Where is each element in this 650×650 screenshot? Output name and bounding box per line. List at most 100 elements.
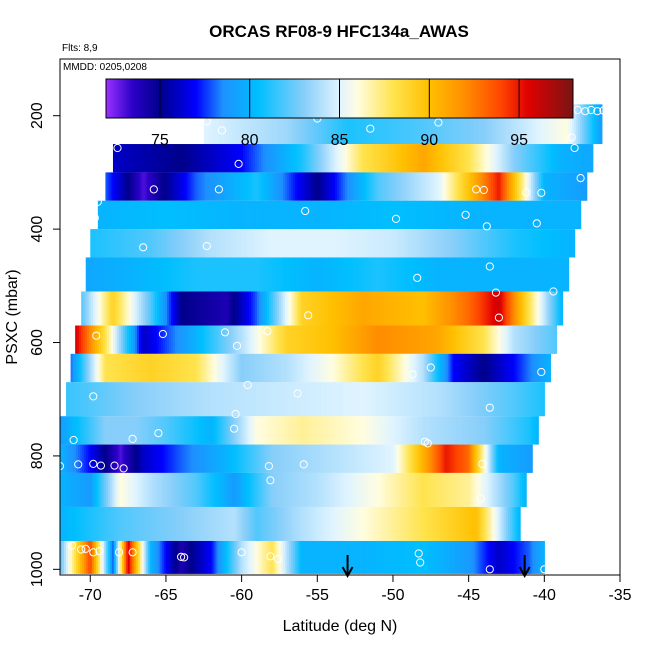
heatmap-cell bbox=[412, 172, 416, 201]
heatmap-cell bbox=[450, 172, 454, 201]
heatmap-cell bbox=[322, 472, 326, 507]
heatmap-cell bbox=[315, 172, 318, 201]
heatmap-cell bbox=[394, 444, 398, 473]
heatmap-cell bbox=[185, 291, 188, 326]
heatmap-cell bbox=[308, 325, 312, 354]
heatmap-cell bbox=[574, 200, 578, 230]
heatmap-cell bbox=[400, 257, 404, 292]
heatmap-cell bbox=[329, 104, 332, 145]
sample-point bbox=[599, 106, 608, 115]
heatmap-cell bbox=[176, 325, 180, 354]
heatmap-cell bbox=[151, 416, 155, 445]
heatmap-cell bbox=[376, 472, 380, 507]
heatmap-cell bbox=[383, 200, 386, 230]
heatmap-cell bbox=[227, 472, 230, 507]
heatmap-cell bbox=[428, 416, 432, 445]
heatmap-cell bbox=[118, 353, 122, 383]
heatmap-cell bbox=[478, 257, 482, 292]
heatmap-cell bbox=[460, 325, 464, 354]
heatmap-cell bbox=[518, 540, 521, 574]
heatmap-cell bbox=[390, 172, 394, 201]
heatmap-cell bbox=[207, 540, 211, 574]
heatmap-cell bbox=[540, 325, 544, 354]
heatmap-cell bbox=[145, 416, 149, 445]
heatmap-cell bbox=[286, 144, 290, 173]
heatmap-cell bbox=[233, 200, 237, 230]
heatmap-cell bbox=[456, 416, 460, 445]
heatmap-cell bbox=[65, 444, 69, 473]
heatmap-cell bbox=[169, 325, 172, 354]
heatmap-cell bbox=[131, 172, 134, 201]
heatmap-cell bbox=[305, 416, 308, 445]
heatmap-cell bbox=[135, 382, 139, 417]
heatmap-cell bbox=[400, 444, 404, 473]
sample-point bbox=[366, 124, 375, 133]
heatmap-cell bbox=[388, 172, 392, 201]
heatmap-cell bbox=[194, 144, 198, 173]
heatmap-cell bbox=[404, 257, 408, 292]
heatmap-cell bbox=[188, 325, 192, 354]
heatmap-cell bbox=[219, 506, 222, 541]
heatmap-cell bbox=[176, 144, 180, 173]
heatmap-cell bbox=[270, 144, 274, 173]
heatmap-cell bbox=[422, 540, 426, 574]
heatmap-cell bbox=[196, 353, 200, 383]
heatmap-cell bbox=[502, 104, 505, 145]
heatmap-cell bbox=[530, 229, 534, 258]
heatmap-cell bbox=[488, 444, 491, 473]
heatmap-cell bbox=[351, 229, 354, 258]
heatmap-cell bbox=[139, 172, 142, 201]
heatmap-cell bbox=[147, 506, 151, 541]
heatmap-cell bbox=[309, 382, 312, 417]
heatmap-cell bbox=[291, 540, 294, 574]
heatmap-cell bbox=[157, 200, 161, 230]
heatmap-cell bbox=[454, 444, 458, 473]
heatmap-cell bbox=[137, 540, 141, 574]
heatmap-cell bbox=[287, 540, 290, 574]
heatmap-cell bbox=[478, 291, 482, 326]
heatmap-cell bbox=[362, 472, 366, 507]
heatmap-cell bbox=[308, 353, 312, 383]
y-tick-label: 800 bbox=[29, 442, 46, 469]
heatmap-cell bbox=[578, 172, 582, 201]
heatmap-cell bbox=[350, 291, 354, 326]
heatmap-cell bbox=[526, 200, 530, 230]
heatmap-cell bbox=[259, 172, 262, 201]
heatmap-cell bbox=[199, 540, 203, 574]
heatmap-cell bbox=[101, 257, 105, 292]
heatmap-cell bbox=[105, 325, 108, 354]
heatmap-cell bbox=[426, 291, 430, 326]
heatmap-cell bbox=[67, 416, 71, 445]
sample-point bbox=[128, 548, 137, 557]
heatmap-cell bbox=[240, 325, 244, 354]
heatmap-cell bbox=[508, 200, 512, 230]
heatmap-cell bbox=[259, 540, 262, 574]
heatmap-cell bbox=[520, 200, 524, 230]
heatmap-cell bbox=[85, 540, 89, 574]
heatmap-cell bbox=[524, 444, 527, 473]
heatmap-cell bbox=[466, 291, 470, 326]
heatmap-cell bbox=[299, 444, 302, 473]
heatmap-cell bbox=[356, 540, 360, 574]
heatmap-cell bbox=[330, 472, 334, 507]
heatmap-cell bbox=[113, 472, 117, 507]
heatmap-cell bbox=[123, 506, 127, 541]
heatmap-cell bbox=[101, 444, 105, 473]
heatmap-cell bbox=[520, 291, 524, 326]
heatmap-cell bbox=[584, 172, 588, 201]
heatmap-cell bbox=[194, 353, 198, 383]
heatmap-cell bbox=[386, 382, 390, 417]
heatmap-cell bbox=[356, 444, 360, 473]
heatmap-cell bbox=[346, 353, 350, 383]
heatmap-cell bbox=[412, 444, 416, 473]
heatmap-cell bbox=[80, 353, 84, 383]
heatmap-cell bbox=[496, 506, 499, 541]
heatmap-cell bbox=[239, 104, 243, 145]
heatmap-cell bbox=[542, 257, 546, 292]
heatmap-cell bbox=[227, 229, 231, 258]
heatmap-cell bbox=[75, 472, 79, 507]
heatmap-cell bbox=[121, 200, 125, 230]
heatmap-cell bbox=[319, 229, 323, 258]
heatmap-cell bbox=[540, 200, 544, 230]
heatmap-cell bbox=[166, 353, 170, 383]
